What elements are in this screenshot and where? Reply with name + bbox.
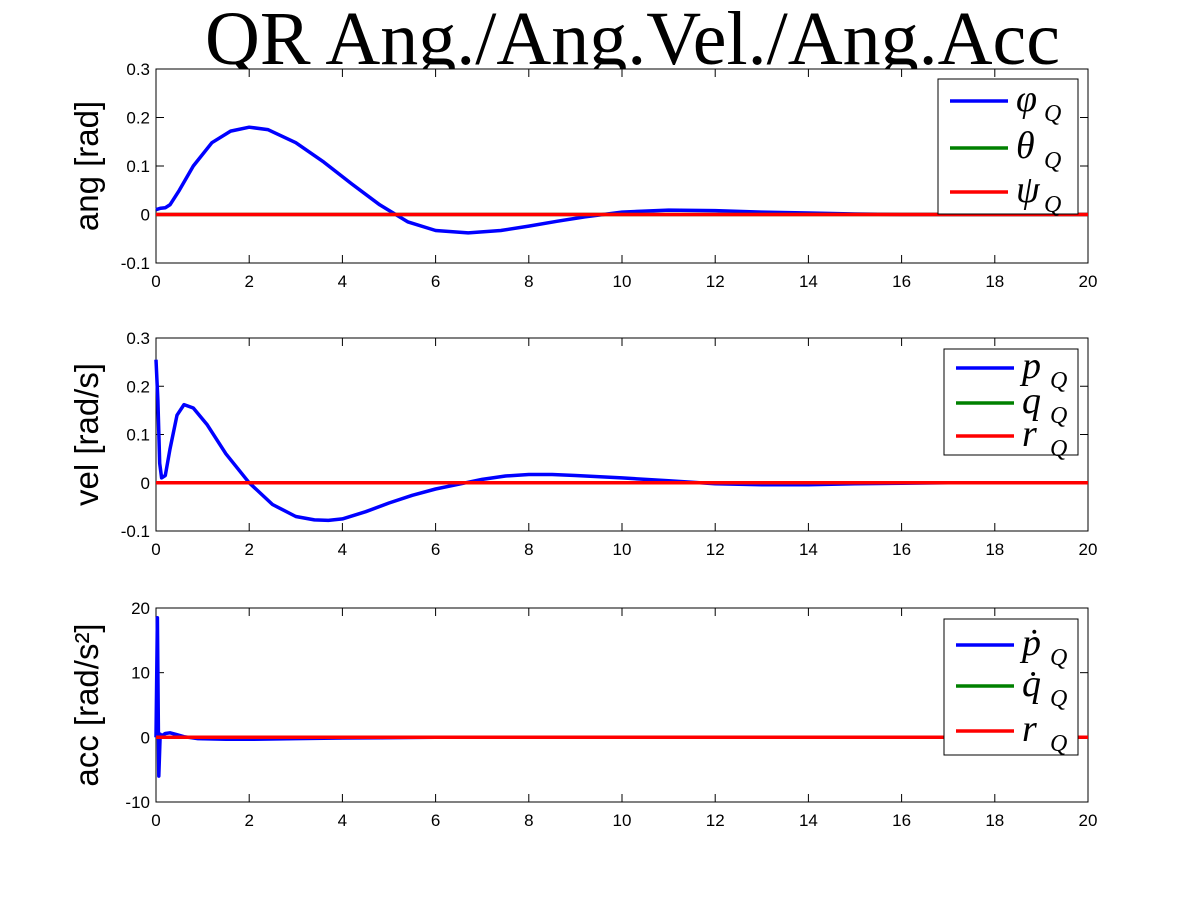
y-tick-label: -0.1 (121, 254, 150, 273)
x-tick-label: 2 (244, 540, 253, 559)
x-tick-label: 0 (151, 811, 160, 830)
x-tick-label: 16 (892, 540, 911, 559)
x-tick-label: 8 (524, 811, 533, 830)
x-tick-label: 10 (613, 811, 632, 830)
legend-entry-label: r (1022, 708, 1037, 750)
x-tick-label: 12 (706, 811, 725, 830)
y-tick-label: 0 (141, 474, 150, 493)
y-axis-label: acc [rad/s²] (68, 623, 105, 786)
figure-title: QR Ang./Ang.Vel./Ang.Acc (205, 0, 1060, 81)
x-tick-label: 8 (524, 540, 533, 559)
x-tick-label: 20 (1079, 811, 1098, 830)
x-tick-label: 18 (985, 540, 1004, 559)
y-tick-label: 0 (141, 206, 150, 225)
x-tick-label: 12 (706, 540, 725, 559)
y-tick-label: 0.1 (126, 157, 150, 176)
legend-entry-label: ṗ (1019, 622, 1041, 664)
x-tick-label: 0 (151, 272, 160, 291)
x-tick-label: 20 (1079, 540, 1098, 559)
x-tick-label: 20 (1079, 272, 1098, 291)
axes-box (155, 68, 1089, 264)
legend-entry-subscript: Q (1050, 436, 1067, 462)
y-tick-label: 0.3 (126, 60, 150, 79)
y-axis-label: ang [rad] (68, 101, 105, 231)
x-tick-label: 12 (706, 272, 725, 291)
x-tick-label: 6 (431, 811, 440, 830)
axes-box (155, 337, 1089, 532)
x-tick-label: 18 (985, 811, 1004, 830)
x-tick-label: 16 (892, 811, 911, 830)
x-tick-label: 10 (613, 540, 632, 559)
series-line-1 (154, 359, 1088, 523)
legend-entry-label: φ (1016, 78, 1037, 120)
x-tick-label: 14 (799, 811, 818, 830)
x-tick-label: 10 (613, 272, 632, 291)
legend-entry-subscript: Q (1050, 686, 1067, 712)
x-tick-label: 4 (338, 811, 347, 830)
x-tick-label: 8 (524, 272, 533, 291)
legend-entry-label: q (1022, 380, 1041, 422)
legend: p Qq Qr Q (943, 345, 1079, 462)
y-tick-label: -0.1 (121, 522, 150, 541)
legend-entry-subscript: Q (1050, 368, 1067, 394)
y-axis-label: vel [rad/s] (68, 363, 105, 506)
legend-entry-label: p (1019, 345, 1041, 387)
legend-entry-label: q̇ (1022, 663, 1041, 705)
x-tick-label: 16 (892, 272, 911, 291)
y-tick-label: 0.2 (126, 377, 150, 396)
x-tick-label: 2 (244, 811, 253, 830)
legend-entry-label: ψ (1016, 169, 1041, 211)
legend: ṗ Qq̇ Qr Q (943, 618, 1079, 757)
legend: φ Qθ Qψ Q (937, 78, 1079, 218)
x-tick-label: 14 (799, 540, 818, 559)
legend-entry-subscript: Q (1044, 148, 1061, 174)
legend-entry-label: r (1022, 413, 1037, 455)
y-tick-label: 10 (131, 664, 150, 683)
legend-entry-subscript: Q (1044, 192, 1061, 218)
legend-entry-label: θ (1016, 125, 1035, 167)
legend-entry-subscript: Q (1050, 731, 1067, 757)
x-tick-label: 0 (151, 540, 160, 559)
y-tick-label: 0.3 (126, 329, 150, 348)
legend-entry-subscript: Q (1044, 101, 1061, 127)
axes-box (155, 607, 1089, 803)
y-tick-label: 0.2 (126, 109, 150, 128)
x-tick-label: 4 (338, 272, 347, 291)
y-tick-label: 20 (131, 599, 150, 618)
x-tick-label: 14 (799, 272, 818, 291)
legend-entry-subscript: Q (1050, 645, 1067, 671)
y-tick-label: 0.1 (126, 426, 150, 445)
x-tick-label: 6 (431, 540, 440, 559)
x-tick-label: 4 (338, 540, 347, 559)
x-tick-label: 2 (244, 272, 253, 291)
y-tick-label: 0 (141, 728, 150, 747)
y-tick-label: -10 (125, 793, 150, 812)
x-tick-label: 6 (431, 272, 440, 291)
x-tick-label: 18 (985, 272, 1004, 291)
legend-entry-subscript: Q (1050, 403, 1067, 429)
